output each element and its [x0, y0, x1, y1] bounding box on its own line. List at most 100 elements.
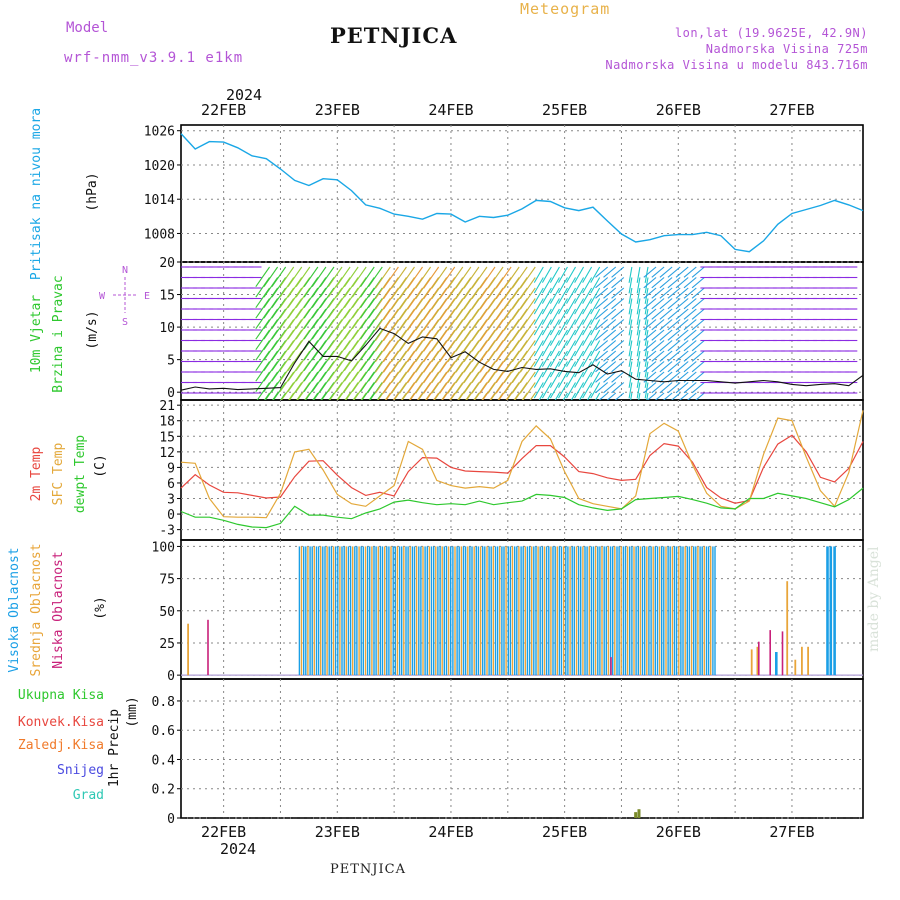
wind-barb: [255, 287, 271, 309]
wind-barb: [628, 371, 633, 388]
wind-barb: [628, 350, 633, 367]
x-tick-top: 22FEB: [201, 101, 246, 119]
wind-barb: [463, 329, 480, 352]
wind-barb: [675, 298, 689, 310]
cloud-bar-high: [614, 546, 616, 676]
cloud-bar-high: [535, 546, 537, 676]
cloud-bar-high: [309, 546, 311, 676]
wind-barb: [431, 371, 448, 394]
wind-barb: [636, 266, 641, 283]
wind-barb: [519, 298, 536, 321]
wind-barb: [636, 319, 641, 336]
cloud-bar-high: [531, 546, 533, 676]
wind-barb: [595, 350, 609, 362]
wind-barb: [401, 382, 415, 400]
wind-barb: [319, 287, 335, 309]
station-title: PETNJICA: [330, 23, 458, 48]
wind-barb: [582, 308, 593, 325]
cloud-bar-high: [415, 546, 418, 676]
wind-barb: [473, 392, 480, 400]
wind-barb: [533, 350, 544, 367]
temp-line-1: [180, 410, 864, 519]
precip-tick-label: 0.6: [152, 724, 175, 739]
cloud-bar-high: [409, 546, 411, 676]
wind-barb: [654, 392, 665, 400]
precip-tick-label: 0.4: [152, 753, 176, 768]
wind-barb: [335, 329, 351, 351]
cloud-ylabel-low: Niska Oblacnost: [51, 551, 66, 668]
wind-barb: [431, 308, 448, 331]
wind-barb: [503, 340, 520, 363]
cloud-bar-high: [624, 546, 627, 676]
cloud-bar-high: [307, 546, 309, 676]
wind-barb: [441, 382, 456, 400]
cloud-bar-high: [360, 546, 362, 676]
cloud-bar-high: [605, 546, 607, 676]
wind-barb: [303, 329, 319, 351]
wind-barb: [659, 287, 673, 299]
wind-barb: [590, 277, 601, 294]
wind-barb: [667, 350, 681, 362]
wind-speed-line: [180, 327, 864, 391]
wind-barb: [691, 287, 705, 299]
wind-barb: [407, 350, 423, 373]
wind-barb: [455, 340, 472, 363]
wind-barb: [595, 382, 609, 394]
wind-barb: [415, 350, 432, 373]
wind-barb: [361, 382, 375, 400]
cloud-bar-mid: [750, 649, 753, 676]
precip-unit: (mm): [125, 696, 140, 727]
wind-barb: [399, 277, 415, 300]
cloud-bar-high: [539, 546, 541, 676]
wind-barb: [667, 298, 681, 310]
x-year-bottom: 2024: [220, 840, 256, 858]
wind-barb: [590, 319, 601, 336]
wind-barb: [628, 361, 633, 378]
cloud-tick-label: 25: [159, 637, 175, 652]
wind-barb: [423, 287, 440, 310]
wind-barb: [377, 382, 391, 400]
wind-barb: [667, 277, 681, 289]
wind-barb: [574, 350, 585, 367]
wind-barb: [659, 350, 673, 362]
wind-barb: [303, 371, 319, 393]
wind-barb: [541, 329, 552, 346]
wind-barb: [311, 287, 327, 309]
wind-barb: [343, 298, 359, 319]
wind-barb: [439, 308, 456, 331]
cloud-bar-high: [320, 546, 322, 676]
cloud-bar-high: [507, 546, 509, 676]
cloud-bar-high: [324, 546, 326, 676]
cloud-bar-high: [633, 546, 635, 676]
wind-barb: [335, 371, 351, 393]
cloud-bar-high: [518, 546, 520, 676]
wind-barb: [279, 371, 295, 393]
wind-barb: [558, 382, 568, 399]
wind-barb: [549, 266, 560, 283]
wind-barb: [659, 298, 673, 310]
cloud-bar-high: [690, 546, 693, 676]
wind-barb: [455, 361, 472, 384]
wind-barb: [287, 277, 303, 298]
wind-barb: [296, 382, 311, 400]
wind-barb: [691, 350, 705, 362]
wind-barb: [558, 329, 568, 346]
wind-barb: [595, 319, 609, 331]
wind-barb: [558, 277, 568, 294]
wind-barb: [399, 329, 415, 352]
wind-barb: [611, 298, 625, 310]
cloud-tick-label: 100: [152, 540, 175, 555]
cloud-bar-high: [343, 546, 345, 676]
wind-barb: [264, 382, 279, 400]
temp-tick-label: 3: [167, 493, 175, 508]
wind-barb: [471, 277, 488, 300]
temp-tick-label: 9: [167, 461, 175, 476]
cloud-bar-high: [479, 546, 482, 676]
wind-barb: [574, 277, 585, 294]
wind-barb: [368, 308, 383, 330]
wind-barb: [636, 298, 641, 315]
wind-barb: [683, 340, 697, 352]
wind-barb: [578, 392, 585, 400]
wind-barb: [280, 392, 287, 400]
wind-barb: [503, 361, 520, 384]
